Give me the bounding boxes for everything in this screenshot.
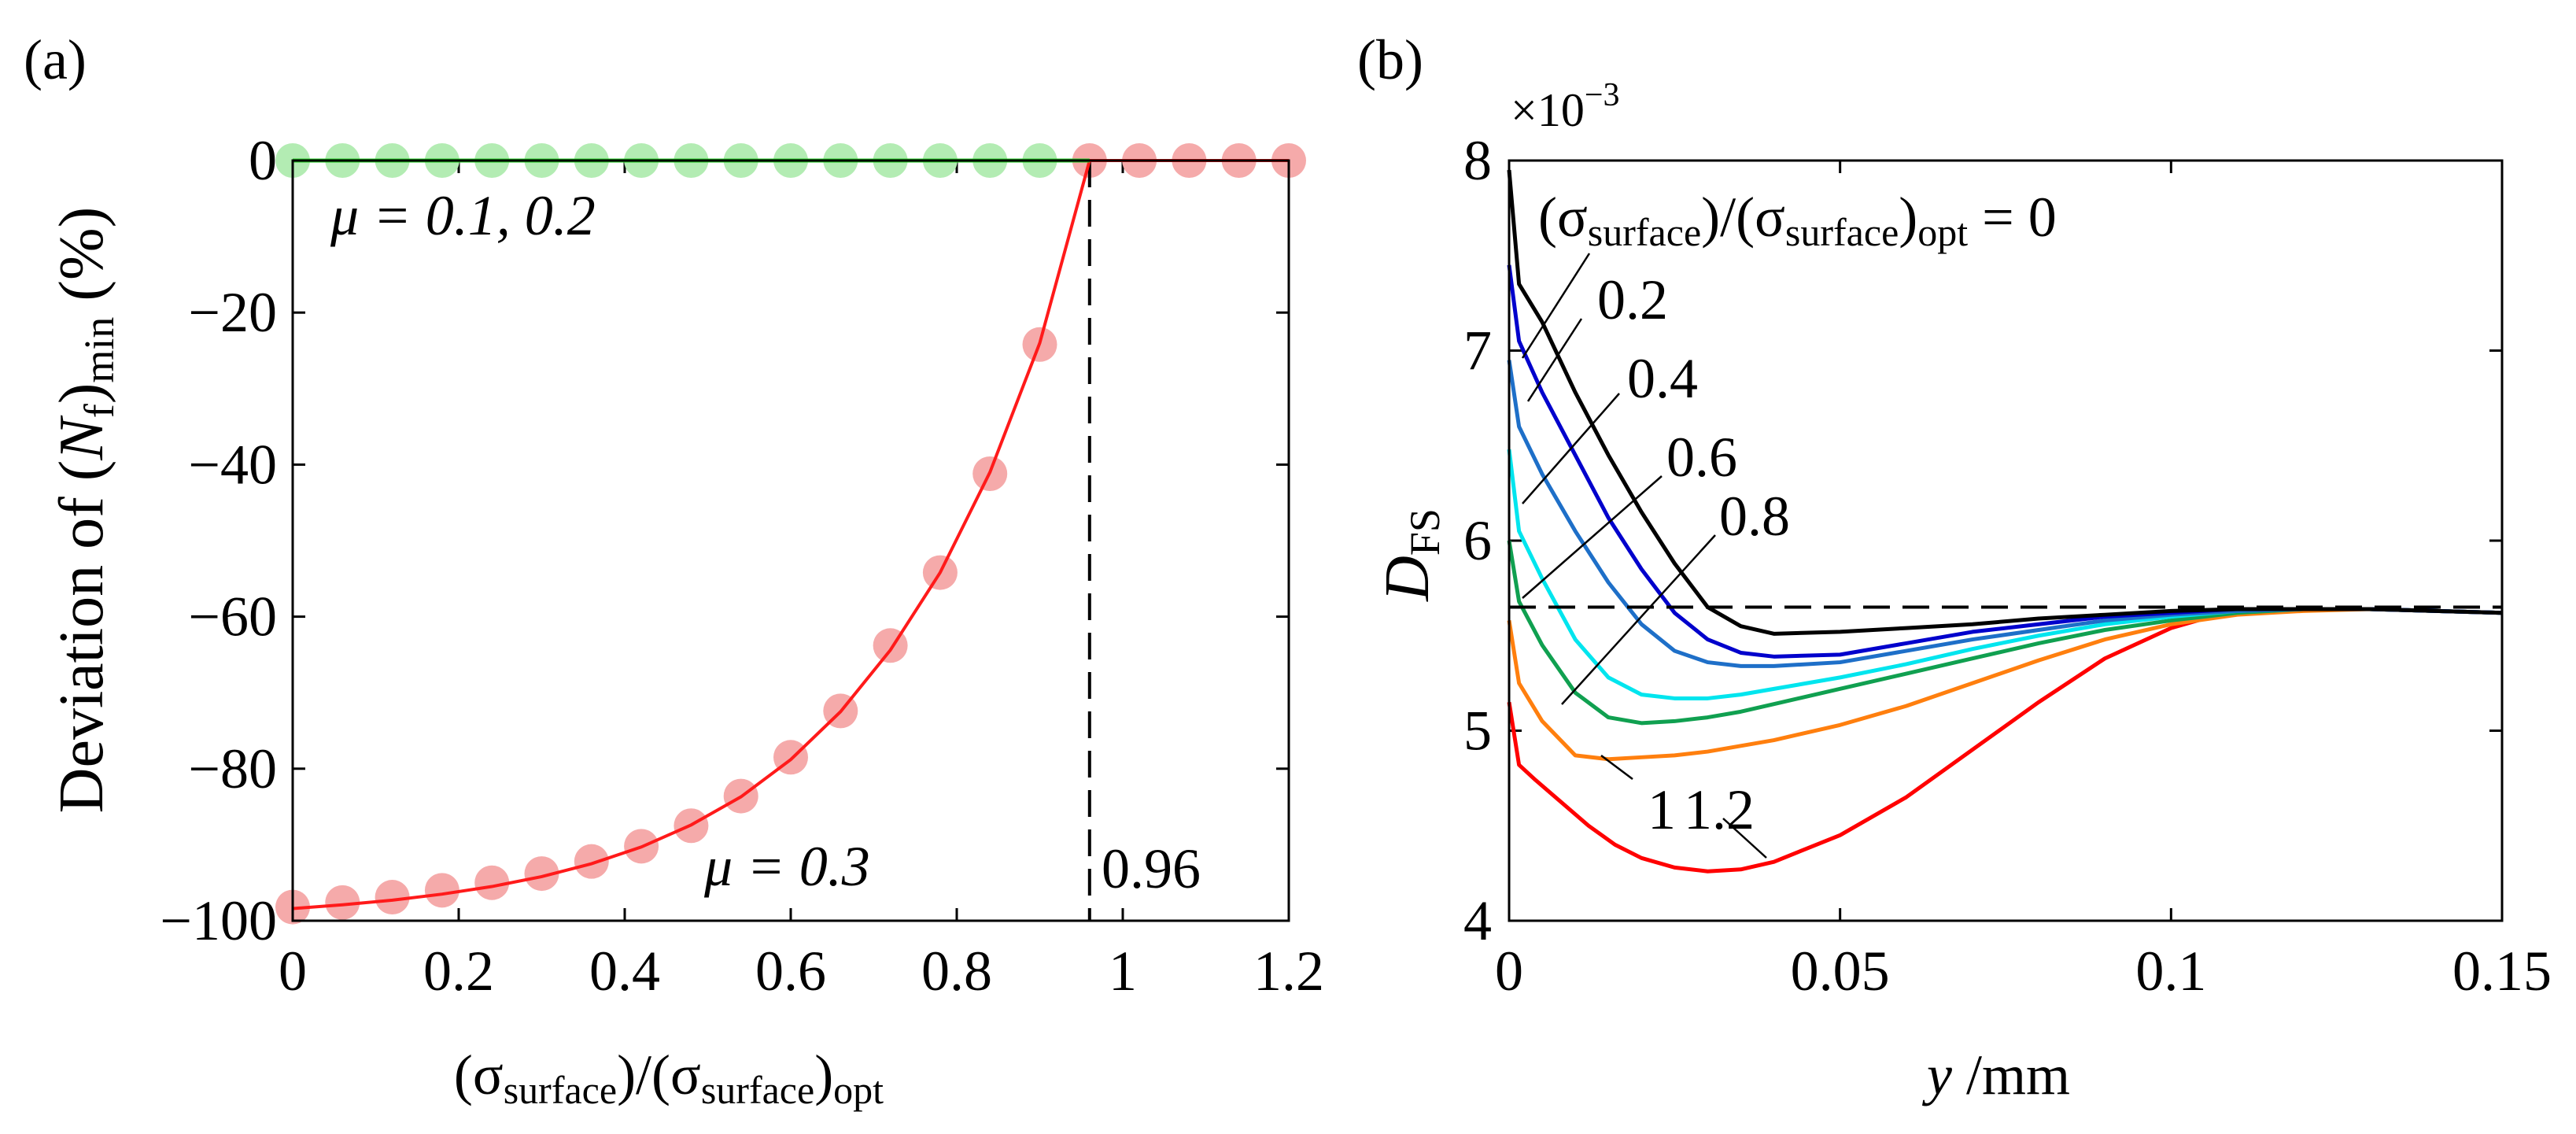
a-xtick-label: 1.2 [1253,940,1324,1003]
b-ytick-label: 8 [1463,129,1492,192]
a-line-mu03 [292,159,1289,911]
a-xtick-label: 1 [1109,940,1137,1003]
panel-b-xlabel: y /mm [1921,1044,2070,1106]
b-ytick-label: 5 [1463,700,1492,763]
panel-a: (a) Deviation of (Nf)min (%) (σsurface)/… [24,28,1324,1112]
panel-a-ylabel: Deviation of (Nf)min (%) [47,207,123,814]
a-point-mu03 [474,865,510,900]
b-curve-0 [1507,169,2503,636]
leader-12 [1722,818,1767,859]
a-xtick-label: 0.6 [755,940,826,1003]
panel-b-data [1507,169,2503,874]
a-point-mu03 [375,880,410,915]
a-ytick-label: −100 [160,889,277,952]
b-xtick-label: 0.05 [1791,940,1890,1003]
panel-a-xlabel: (σsurface)/(σsurface)opt [454,1044,884,1112]
b-curve-0p6 [1507,449,2503,700]
a-ytick-label: −20 [188,281,277,344]
leader-08 [1561,534,1716,705]
annotation-vline-label: 0.96 [1102,837,1201,900]
curve-label-1: 1 [1648,778,1676,841]
annotation-mu-top: μ = 0.1, 0.2 [330,184,596,247]
annotation-mu-bottom: μ = 0.3 [703,835,870,898]
panel-a-ticks: 0 0.2 0.4 0.6 0.8 1 1.2 0 −20 −40 −60 −80 −100 [160,129,1324,1003]
b-ytick-label: 7 [1463,320,1492,382]
leader-04 [1522,393,1620,504]
curve-label-12: 1.2 [1684,778,1755,841]
leader-06 [1522,475,1663,599]
a-point-mu03 [325,885,360,920]
a-ytick-label: 0 [249,129,277,192]
curve-label-04: 0.4 [1627,347,1698,410]
panel-a-label: (a) [24,28,87,91]
a-xtick-label: 0 [279,940,307,1003]
leader-0 [1521,253,1591,359]
leader-1 [1600,755,1633,780]
a-xtick-label: 0.2 [423,940,494,1003]
a-ytick-label: −60 [188,585,277,648]
panel-a-data [275,143,1306,925]
panel-b-ylabel: DFS [1373,508,1449,602]
curve-label-08: 0.8 [1719,485,1790,548]
panel-b-label: (b) [1357,28,1423,91]
b-curve-1 [1507,607,2503,762]
b-xtick-label: 0.1 [2135,940,2206,1003]
a-xtick-label: 0.4 [589,940,660,1003]
legend-title: (σsurface)/(σsurface)opt = 0 [1538,186,2057,254]
a-point-mu03 [574,844,609,879]
panel-b-multiplier: ×10−3 [1511,77,1620,136]
panel-b-ticks: 0 0.05 0.1 0.15 4 5 6 7 8 [1463,129,2552,1003]
curve-leaders [1521,253,1767,859]
panel-b: (b) ×10−3 DFS y /mm 0 0.05 0.1 0.15 4 5 6 7 8 (σ… [1357,28,2552,1106]
b-ytick-label: 6 [1463,509,1492,572]
leader-02 [1526,318,1583,402]
b-xtick-label: 0 [1495,940,1523,1003]
curve-label-02: 0.2 [1597,268,1668,331]
panel-b-frame [1508,159,2504,922]
a-ytick-label: −80 [188,737,277,800]
a-ytick-label: −40 [188,433,277,496]
a-point-mu03 [524,856,559,892]
b-ytick-label: 4 [1463,889,1492,952]
panel-a-frame [291,159,1290,922]
a-xtick-label: 0.8 [921,940,992,1003]
curve-label-06: 0.6 [1666,426,1737,489]
a-point-mu03 [424,873,459,908]
b-xtick-label: 0.15 [2452,940,2552,1003]
